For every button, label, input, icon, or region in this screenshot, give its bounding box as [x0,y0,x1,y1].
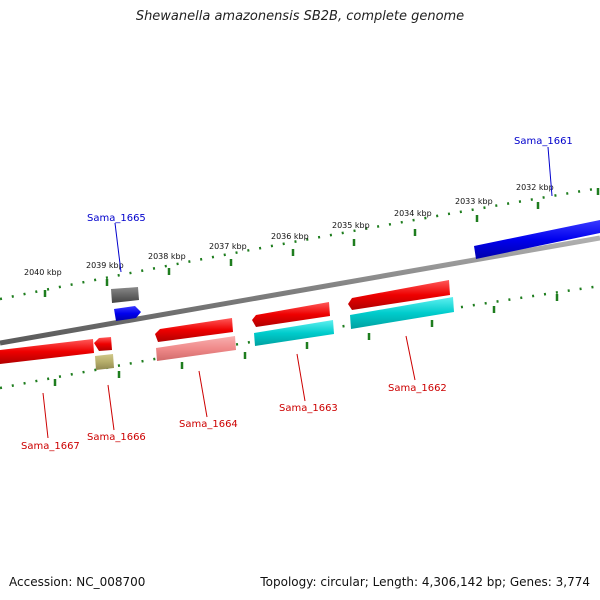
kbp-label: 2032 kbp [516,183,554,192]
major-ticks [43,188,600,297]
gene-sama-1666-olive[interactable] [95,354,114,370]
kbp-label: 2033 kbp [455,197,493,206]
kbp-label: 2039 kbp [86,261,124,270]
gene-label-sama-1667[interactable]: Sama_1667 [21,441,80,452]
kbp-label: 2035 kbp [332,221,370,230]
topology-text: Topology: circular; Length: 4,306,142 bp… [260,575,590,589]
gene-sama-1663-red[interactable] [252,302,330,327]
gene-sama-1662-red[interactable] [348,280,450,310]
inner-major-ticks [53,294,559,386]
leader-lines [42,146,553,439]
gene-sama-1662-cyan[interactable] [350,297,454,329]
gene-sama-1667[interactable] [0,339,94,364]
kbp-label: 2038 kbp [148,252,186,261]
gene-label-sama-1662[interactable]: Sama_1662 [388,383,447,394]
inner-tick-ring [0,284,600,390]
gene-sama-1665[interactable] [114,306,141,321]
map-title: Shewanella amazonensis SB2B, complete ge… [135,9,465,24]
gene-sama-1664-pink[interactable] [156,336,236,361]
kbp-label: 2034 kbp [394,209,432,218]
kbp-label: 2037 kbp [209,242,247,251]
gene-label-sama-1661[interactable]: Sama_1661 [514,136,573,147]
genome-backbone [0,235,600,346]
gene-sama-1665-gray[interactable] [111,287,139,303]
gene-sama-1664[interactable] [155,318,233,342]
gene-label-sama-1666[interactable]: Sama_1666 [87,432,146,443]
gene-label-sama-1664[interactable]: Sama_1664 [179,419,238,430]
accession-text: Accession: NC_008700 [9,575,146,589]
kbp-label: 2040 kbp [24,268,62,277]
gene-sama-1661[interactable] [474,220,600,259]
kbp-label: 2036 kbp [271,232,309,241]
outer-tick-ring [0,186,600,301]
gene-label-sama-1663[interactable]: Sama_1663 [279,403,338,414]
gene-label-sama-1665[interactable]: Sama_1665 [87,213,146,224]
gene-sama-1666[interactable] [94,337,112,351]
gene-sama-1663-cyan[interactable] [254,320,334,346]
